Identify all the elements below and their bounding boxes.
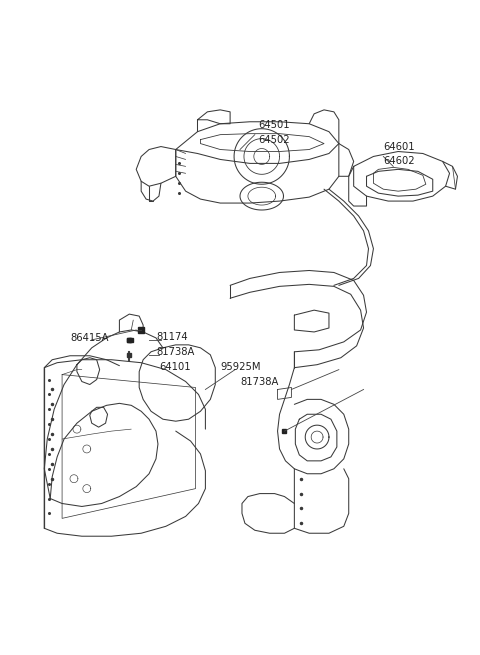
Text: 81738A: 81738A [156,346,194,357]
Text: 64101: 64101 [159,362,191,371]
Text: 64501: 64501 [258,120,289,130]
Text: 64602: 64602 [384,157,415,166]
Text: 64601: 64601 [384,141,415,151]
Text: 95925M: 95925M [220,362,261,371]
Text: 86415A: 86415A [70,333,108,343]
Text: 64502: 64502 [258,134,289,145]
Text: 81174: 81174 [156,332,188,342]
Text: 81738A: 81738A [240,377,278,386]
